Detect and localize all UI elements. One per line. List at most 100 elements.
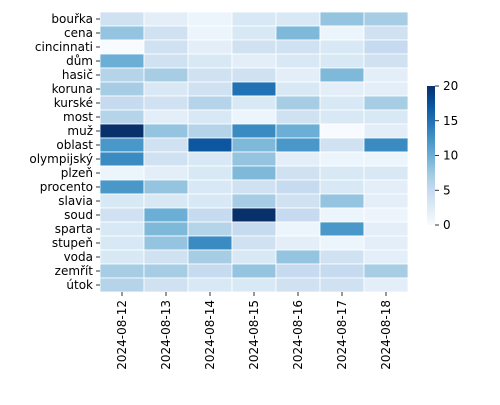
- heatmap-cell: [231, 193, 277, 209]
- heatmap-cell: [231, 179, 277, 195]
- heatmap-cell: [187, 11, 233, 27]
- y-tick-label: zemřít: [55, 264, 94, 278]
- heatmap-cell: [319, 11, 365, 27]
- heatmap-cell: [99, 81, 145, 97]
- heatmap-cell: [363, 207, 409, 223]
- heatmap-cell: [143, 81, 189, 97]
- heatmap-cell: [99, 249, 145, 265]
- heatmap-cell: [231, 81, 277, 97]
- heatmap-cell: [231, 263, 277, 279]
- heatmap-cell: [363, 235, 409, 251]
- heatmap-cell: [231, 207, 277, 223]
- heatmap-cell: [187, 39, 233, 55]
- heatmap-cell: [363, 193, 409, 209]
- heatmap-cell: [275, 207, 321, 223]
- heatmap-cell: [319, 207, 365, 223]
- heatmap-cell: [187, 95, 233, 111]
- colorbar-tick-label: 10: [443, 149, 458, 163]
- heatmap-cell: [231, 109, 277, 125]
- heatmap-cell: [143, 193, 189, 209]
- heatmap-cell: [231, 249, 277, 265]
- heatmap-cell: [187, 263, 233, 279]
- heatmap-cell: [231, 95, 277, 111]
- heatmap-cell: [99, 25, 145, 41]
- y-tick-label: sparta: [55, 222, 93, 236]
- y-tick-label: slavia: [58, 194, 93, 208]
- heatmap-cell: [275, 81, 321, 97]
- colorbar-tick-label: 0: [443, 218, 451, 232]
- heatmap-cell: [363, 221, 409, 237]
- heatmap-cell: [143, 123, 189, 139]
- heatmap-cell: [363, 151, 409, 167]
- heatmap-cell: [143, 235, 189, 251]
- y-tick-label: bouřka: [51, 12, 93, 26]
- heatmap-cell: [187, 67, 233, 83]
- heatmap-cell: [319, 39, 365, 55]
- heatmap-cell: [319, 81, 365, 97]
- heatmap-cell: [363, 53, 409, 69]
- heatmap-cell: [319, 263, 365, 279]
- heatmap-cell: [99, 277, 145, 293]
- heatmap-cell: [143, 207, 189, 223]
- heatmap-cell: [319, 25, 365, 41]
- heatmap-cell: [319, 67, 365, 83]
- x-tick-label: 2024-08-16: [291, 300, 305, 370]
- heatmap-cell: [319, 193, 365, 209]
- heatmap-cell: [275, 193, 321, 209]
- x-tick-label: 2024-08-13: [159, 300, 173, 370]
- heatmap-cell: [231, 165, 277, 181]
- heatmap-cell: [319, 179, 365, 195]
- heatmap-cell: [99, 137, 145, 153]
- y-tick-label: oblast: [56, 138, 93, 152]
- heatmap-cell: [99, 221, 145, 237]
- heatmap-cell: [187, 193, 233, 209]
- heatmap-cell: [319, 151, 365, 167]
- heatmap-cell: [275, 179, 321, 195]
- heatmap-cell: [363, 95, 409, 111]
- heatmap-cell: [143, 25, 189, 41]
- y-tick-label: most: [63, 110, 93, 124]
- heatmap-cell: [231, 39, 277, 55]
- heatmap-cell: [99, 67, 145, 83]
- heatmap-cell: [99, 109, 145, 125]
- heatmap-cell: [187, 221, 233, 237]
- heatmap-cell: [275, 151, 321, 167]
- colorbar-gradient: [427, 86, 435, 225]
- heatmap-cell: [99, 165, 145, 181]
- x-tick-label: 2024-08-18: [379, 300, 393, 370]
- heatmap-cell: [143, 11, 189, 27]
- heatmap-cell: [99, 193, 145, 209]
- heatmap-cell: [187, 165, 233, 181]
- heatmap-cell: [187, 123, 233, 139]
- heatmap-cell: [319, 137, 365, 153]
- heatmap-cell: [319, 123, 365, 139]
- heatmap-cell: [319, 221, 365, 237]
- y-tick-labels: bouřkacenacincinnatidůmhasičkorunakurské…: [29, 12, 100, 292]
- heatmap-cell: [275, 277, 321, 293]
- heatmap-cell: [99, 53, 145, 69]
- y-tick-label: koruna: [52, 82, 93, 96]
- heatmap-cell: [99, 179, 145, 195]
- heatmap-cell: [143, 263, 189, 279]
- heatmap-cell: [231, 53, 277, 69]
- y-tick-label: útok: [66, 278, 93, 292]
- heatmap-cell: [319, 165, 365, 181]
- y-tick-label: plzeň: [61, 166, 93, 180]
- heatmap-cell: [143, 53, 189, 69]
- heatmap-cell: [231, 11, 277, 27]
- heatmap-cell: [187, 179, 233, 195]
- heatmap-cell: [363, 67, 409, 83]
- y-tick-label: voda: [64, 250, 93, 264]
- colorbar-tick-label: 20: [443, 79, 458, 93]
- heatmap-cell: [99, 207, 145, 223]
- y-tick-label: kurské: [54, 96, 93, 110]
- heatmap-cell: [275, 109, 321, 125]
- heatmap-cell: [143, 95, 189, 111]
- colorbar: 0 5 10 15 20: [427, 79, 458, 232]
- x-tick-label: 2024-08-17: [335, 300, 349, 370]
- heatmap-cell: [275, 235, 321, 251]
- heatmap-cell: [275, 39, 321, 55]
- y-tick-label: hasič: [62, 68, 93, 82]
- y-tick-label: dům: [66, 54, 93, 68]
